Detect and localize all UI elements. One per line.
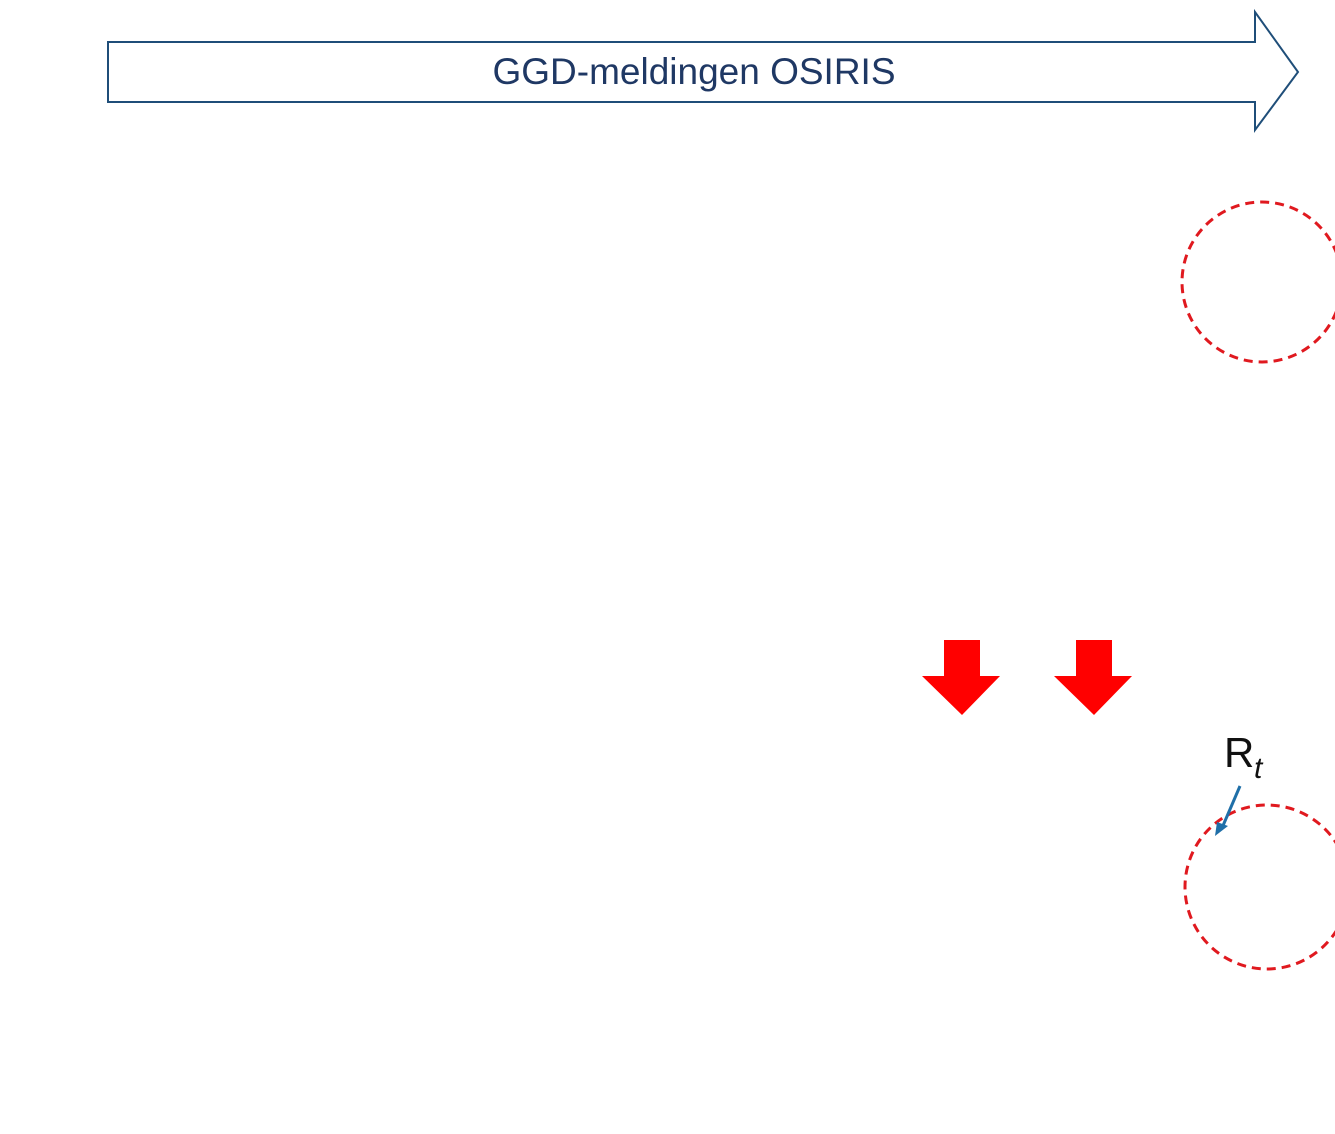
annotation-main: R — [1224, 729, 1254, 776]
red-arrow — [922, 640, 1000, 715]
red-arrow — [1054, 640, 1132, 715]
highlight-circle — [1180, 200, 1335, 364]
annotation-sub: t — [1254, 752, 1264, 785]
pointer-head — [1215, 822, 1228, 836]
pointer-line — [1220, 785, 1242, 829]
overlay-layer: GGD-meldingen OSIRIS R t — [107, 8, 1335, 971]
highlight-circle — [1183, 803, 1335, 971]
banner-title: GGD-meldingen OSIRIS — [492, 51, 895, 92]
banner-arrow — [107, 8, 1300, 134]
